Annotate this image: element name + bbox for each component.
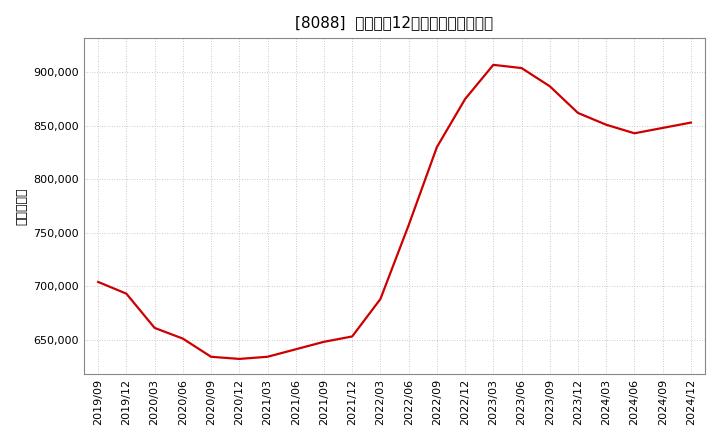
Y-axis label: （百万円）: （百万円） xyxy=(15,187,28,225)
Title: [8088]  売上高の12か月移動合計の推移: [8088] 売上高の12か月移動合計の推移 xyxy=(295,15,494,30)
